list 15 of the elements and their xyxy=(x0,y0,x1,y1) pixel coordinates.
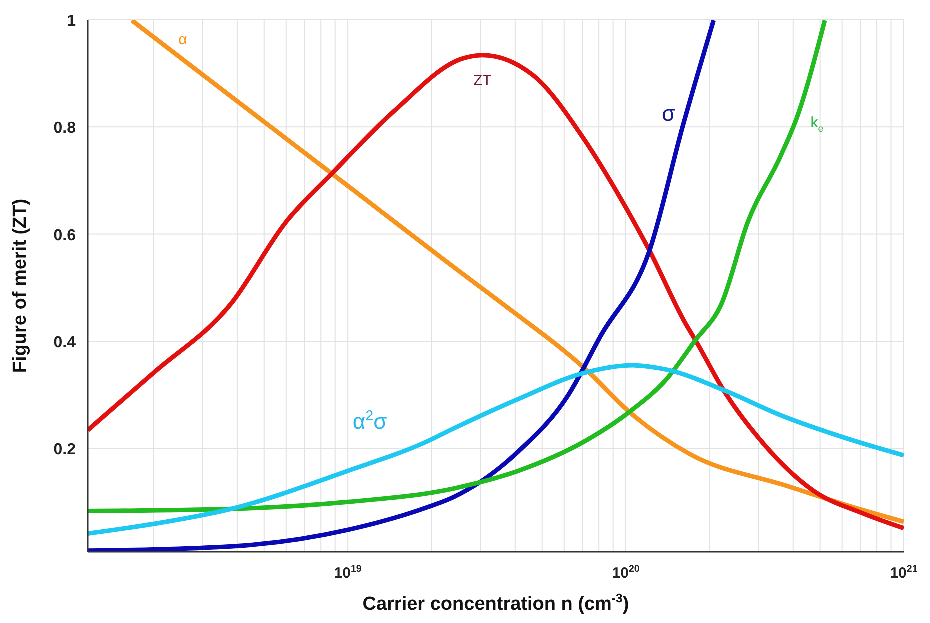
x-tick-label: 10$^{20}$ xyxy=(612,564,640,582)
series-label: σ xyxy=(662,101,676,126)
x-axis-title: Carrier concentration n (cm$^{-3}$) xyxy=(362,591,630,615)
y-axis-title: Figure of merit (ZT) xyxy=(10,198,31,374)
y-tick-label: 0.4 xyxy=(54,334,76,352)
series-label: α xyxy=(178,32,188,49)
x-tick-label: 10$^{21}$ xyxy=(890,564,918,582)
y-tick-label: 0.2 xyxy=(54,442,76,459)
y-tick-label: 0.6 xyxy=(54,227,76,244)
series-label: α$^{2}$σ xyxy=(352,408,388,434)
y-tick-label: 0.8 xyxy=(54,120,76,138)
y-tick-label: 1 xyxy=(67,13,76,30)
series-label: k$_{e}$ xyxy=(810,114,824,136)
x-tick-label: 10$^{19}$ xyxy=(334,564,362,582)
series-label: ZT xyxy=(474,72,492,90)
